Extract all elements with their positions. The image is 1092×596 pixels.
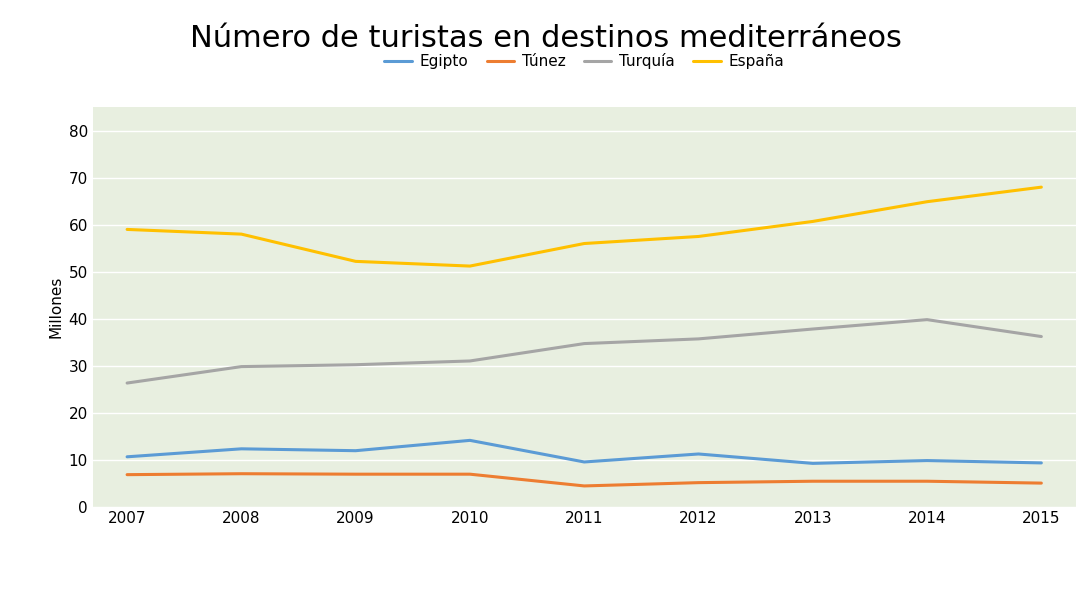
Egipto: [692, 451, 705, 458]
España: [692, 233, 705, 240]
Egipto: [235, 445, 248, 452]
Túnez: [921, 477, 934, 485]
Túnez: [692, 479, 705, 486]
España: [235, 231, 248, 238]
Line: Egipto: Egipto: [127, 440, 1042, 463]
Turquía: [349, 361, 363, 368]
Line: Turquía: Turquía: [127, 319, 1042, 383]
España: [120, 226, 133, 233]
Turquía: [120, 380, 133, 387]
Egipto: [578, 458, 591, 465]
Text: Número de turistas en destinos mediterráneos: Número de turistas en destinos mediterrá…: [190, 24, 902, 53]
Túnez: [349, 471, 363, 478]
España: [578, 240, 591, 247]
Text: Fuente: Organismos estadísticos de cada país: Fuente: Organismos estadísticos de cada …: [11, 564, 441, 583]
Turquía: [235, 363, 248, 370]
Turquía: [578, 340, 591, 347]
España: [349, 258, 363, 265]
Egipto: [463, 437, 476, 444]
España: [1035, 184, 1048, 191]
Line: España: España: [127, 187, 1042, 266]
Túnez: [578, 482, 591, 489]
Túnez: [806, 477, 819, 485]
Line: Túnez: Túnez: [127, 474, 1042, 486]
Túnez: [463, 471, 476, 478]
Turquía: [806, 325, 819, 333]
Egipto: [349, 447, 363, 454]
Turquía: [692, 336, 705, 343]
Túnez: [1035, 480, 1048, 487]
Turquía: [921, 316, 934, 323]
Egipto: [806, 460, 819, 467]
Legend: Egipto, Túnez, Turquía, España: Egipto, Túnez, Turquía, España: [378, 47, 791, 75]
España: [806, 218, 819, 225]
España: [463, 262, 476, 269]
Y-axis label: Millones: Millones: [48, 276, 63, 338]
Egipto: [1035, 460, 1048, 467]
Turquía: [1035, 333, 1048, 340]
España: [921, 198, 934, 205]
Túnez: [120, 471, 133, 478]
Egipto: [921, 457, 934, 464]
Túnez: [235, 470, 248, 477]
Turquía: [463, 358, 476, 365]
Egipto: [120, 453, 133, 460]
